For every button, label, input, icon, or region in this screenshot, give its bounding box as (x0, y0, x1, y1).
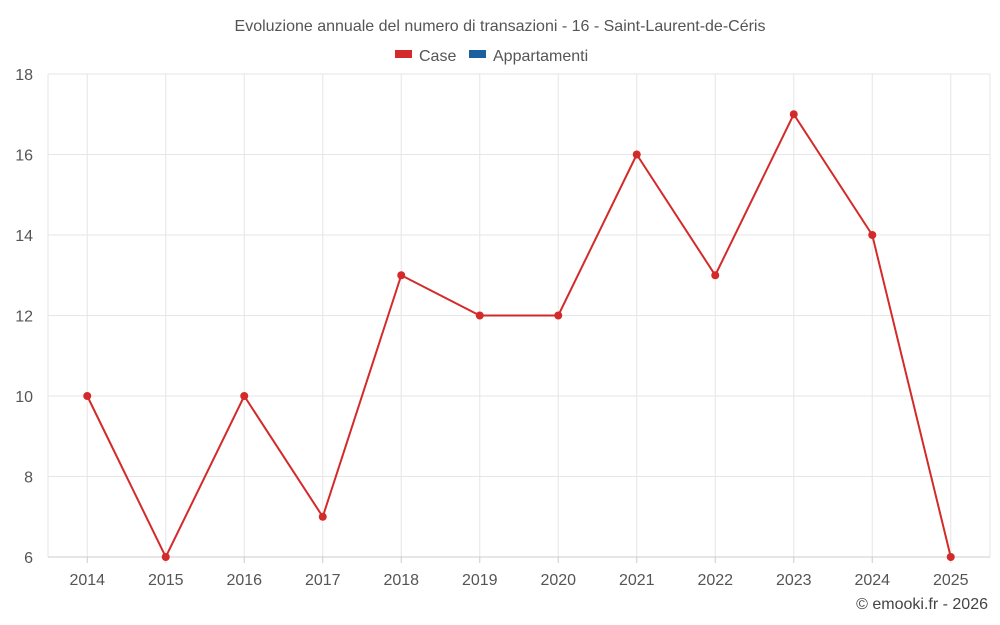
y-tick-label: 12 (15, 309, 33, 326)
credit-text: © emooki.fr - 2026 (856, 596, 988, 613)
x-tick-label: 2018 (383, 572, 419, 589)
legend-swatch-case (395, 50, 412, 58)
chart-title: Evoluzione annuale del numero di transaz… (235, 18, 766, 35)
data-point[interactable] (554, 311, 563, 320)
data-point[interactable] (632, 150, 641, 159)
y-tick-label: 6 (24, 550, 33, 567)
x-tick-label: 2015 (148, 572, 184, 589)
data-point[interactable] (711, 271, 720, 280)
data-point[interactable] (868, 231, 877, 239)
y-tick-label: 10 (15, 389, 33, 406)
data-point[interactable] (397, 271, 406, 280)
data-point[interactable] (240, 392, 249, 400)
data-point[interactable] (789, 110, 798, 119)
y-tick-label: 14 (15, 228, 33, 245)
x-tick-label: 2025 (933, 572, 969, 589)
y-tick-label: 16 (15, 148, 33, 165)
axes: 6 8 10 12 14 16 18 2014 2015 2016 2017 2018 2019 2020… (15, 67, 990, 589)
data-point[interactable] (83, 392, 92, 400)
data-point[interactable] (161, 553, 170, 561)
legend-item-case[interactable]: Case (395, 48, 456, 65)
x-tick-label: 2024 (854, 572, 890, 589)
x-tick-label: 2016 (226, 572, 262, 589)
data-point[interactable] (946, 553, 955, 561)
legend-label-case: Case (419, 48, 456, 65)
x-tick-label: 2020 (540, 572, 576, 589)
x-tick-label: 2017 (305, 572, 341, 589)
legend-item-appartamenti[interactable]: Appartamenti (469, 48, 588, 65)
y-tick-label: 18 (15, 67, 33, 84)
x-tick-label: 2019 (462, 572, 498, 589)
x-tick-label: 2021 (619, 572, 655, 589)
x-tick-label: 2014 (69, 572, 105, 589)
legend-label-appartamenti: Appartamenti (493, 48, 588, 65)
data-point[interactable] (475, 311, 484, 320)
data-point[interactable] (318, 512, 327, 521)
x-tick-label: 2023 (776, 572, 812, 589)
x-tick-label: 2022 (697, 572, 733, 589)
y-tick-label: 8 (24, 470, 33, 487)
series-line-case (86, 112, 952, 560)
legend-swatch-appartamenti (469, 50, 486, 58)
legend: Case Appartamenti (395, 48, 588, 65)
series (83, 110, 955, 561)
